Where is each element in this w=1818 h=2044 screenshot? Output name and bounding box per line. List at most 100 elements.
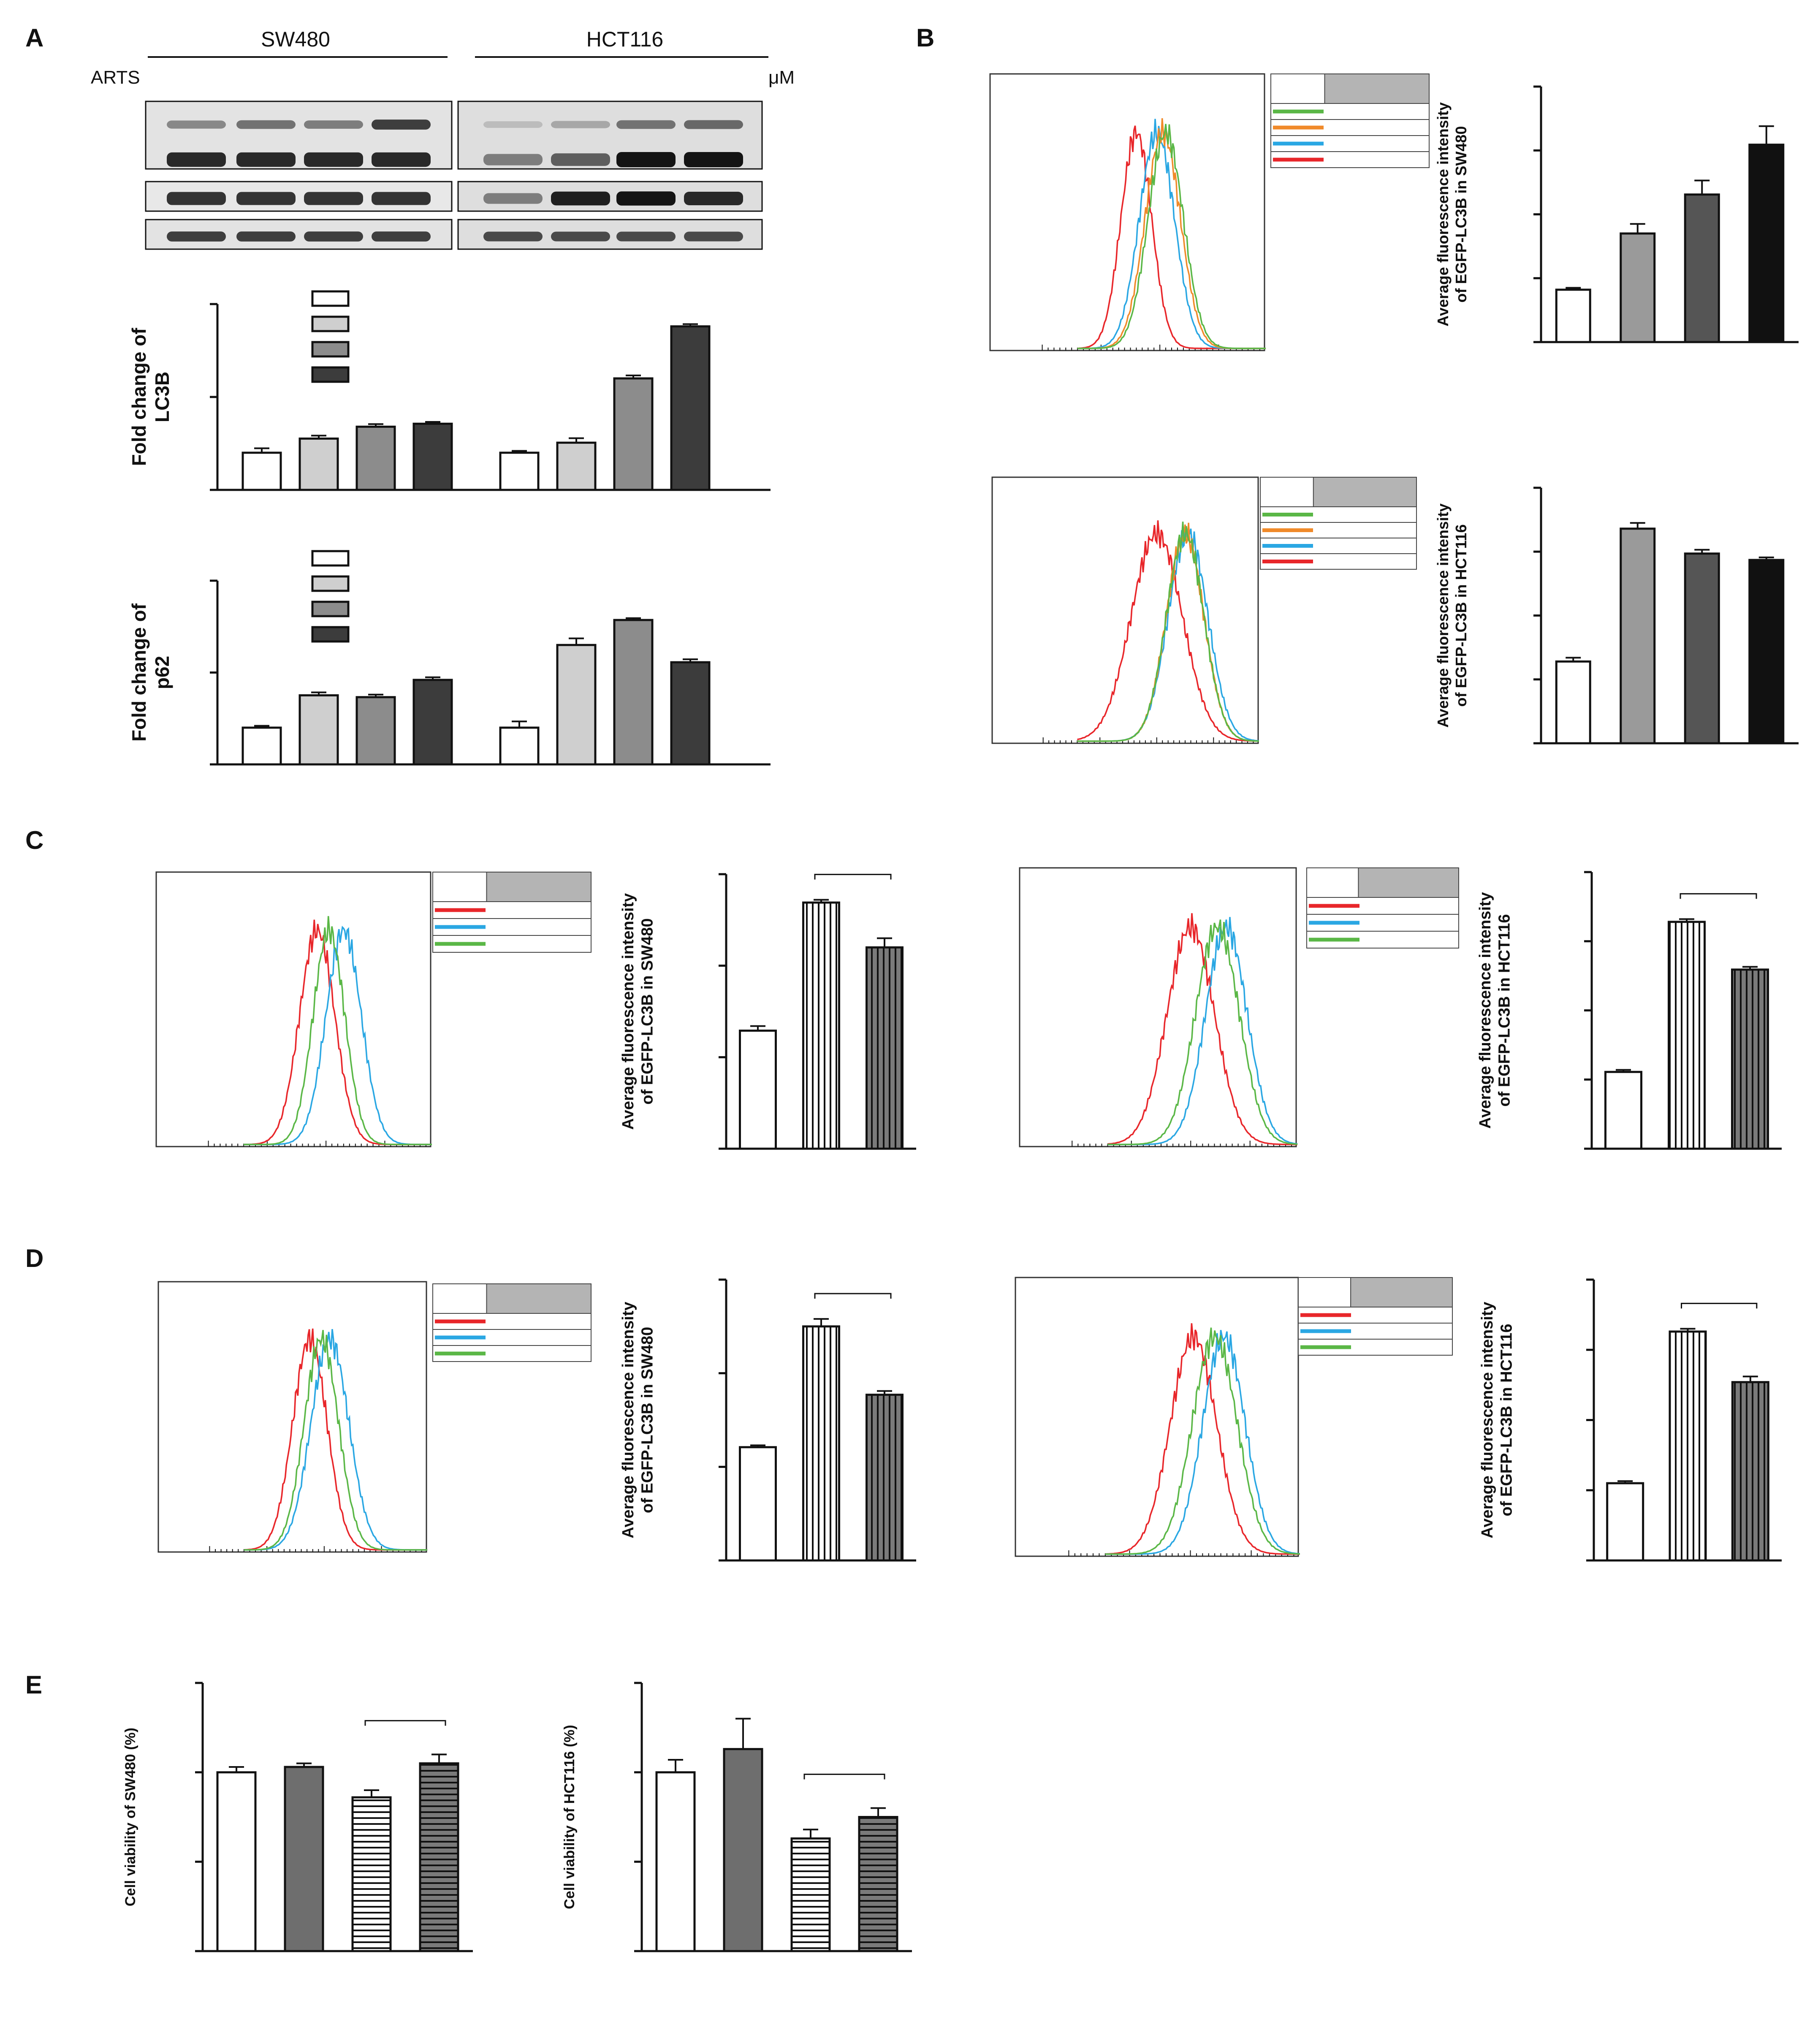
histogram-curve-green [1105, 1327, 1300, 1555]
histogram-frame [1019, 867, 1297, 1147]
chart-C_HCT116_bar: Average fluorescence intensityof EGFP-LC… [1476, 871, 1782, 1150]
blot-band [483, 121, 543, 128]
blot-band [551, 191, 610, 206]
flow-histogram-C_HCT116_hist [1019, 867, 1459, 1147]
blot-band [167, 120, 226, 129]
histogram-legend [1298, 1277, 1453, 1356]
histogram-legend [1306, 867, 1459, 949]
comparison-bracket [814, 1293, 892, 1299]
chart-D_HCT116_bar: Average fluorescence intensityof EGFP-LC… [1479, 1278, 1782, 1562]
y-axis-label-line: Average fluorescence intensity [619, 893, 637, 1130]
chart-E_SW480: Cell viability of SW480 (%) [122, 1682, 473, 1952]
legend-swatch [311, 315, 350, 332]
legend-header-cell [1350, 1277, 1453, 1307]
blot-band [236, 231, 296, 242]
y-axis-label-line2: LC3B [151, 372, 173, 422]
blot-band [483, 154, 543, 166]
histogram-curve-green [244, 916, 432, 1145]
bar [613, 619, 654, 766]
chart-D_SW480_bar: Average fluorescence intensityof EGFP-LC… [619, 1278, 916, 1562]
histogram-curve-green [244, 1330, 428, 1551]
bar [670, 325, 711, 491]
y-axis-label: Average fluorescence intensityof EGFP-LC… [1476, 892, 1514, 1128]
bar [419, 1762, 459, 1952]
bar [1604, 1071, 1642, 1150]
legend-swatch [311, 550, 350, 567]
bar [1731, 968, 1769, 1150]
blot-dose-unit: μM [768, 67, 795, 88]
blot-band [167, 192, 226, 205]
panel-letter-a: A [25, 24, 43, 52]
blot-band [616, 152, 676, 167]
bar [802, 1325, 840, 1562]
histogram-curve-red [1077, 520, 1259, 742]
y-axis-label-line: of EGFP-LC3B in HCT116 [1452, 524, 1470, 707]
blot-band [304, 192, 363, 205]
blot-band [684, 192, 743, 205]
comparison-bracket [1680, 893, 1757, 899]
blot-band [236, 120, 296, 129]
blot-band [167, 152, 226, 167]
blot-band [167, 231, 226, 242]
bar [802, 901, 840, 1150]
bar [1620, 527, 1656, 745]
comparison-bracket [803, 1773, 885, 1780]
flow-histogram-D_HCT116_hist [1015, 1277, 1453, 1557]
y-axis-label-line: of EGFP-LC3B in HCT116 [1496, 914, 1514, 1106]
y-axis-label: Cell viability of HCT116 (%) [562, 1725, 578, 1909]
y-axis-label-line: Cell viability of HCT116 (%) [562, 1725, 578, 1909]
blot-band [551, 231, 610, 242]
blot-band [372, 192, 431, 205]
histogram-frame [991, 476, 1259, 744]
comparison-bracket [1681, 1302, 1758, 1309]
chart-B_HCT116_bar: Average fluorescence intensityof EGFP-LC… [1434, 487, 1799, 745]
bar [241, 726, 282, 766]
panel-letters: A B C D E [25, 24, 934, 1699]
bar [1684, 193, 1720, 343]
bar [1668, 921, 1706, 1150]
bar [298, 694, 339, 766]
histogram-curve-red [1105, 1323, 1300, 1555]
blot-band [616, 191, 676, 206]
histogram-curve-green [1107, 919, 1298, 1145]
bar [739, 1446, 777, 1562]
bar [241, 451, 282, 491]
bar [412, 422, 453, 491]
blot-band [684, 120, 743, 129]
bar [739, 1030, 777, 1150]
histogram-frame [989, 73, 1265, 351]
bar [1748, 559, 1785, 745]
blot-band [483, 231, 543, 242]
y-axis-label: Average fluorescence intensityof EGFP-LC… [1434, 102, 1470, 326]
y-axis-label-line: of EGFP-LC3B in HCT116 [1498, 1324, 1516, 1516]
bar [613, 377, 654, 491]
blot-band [551, 153, 610, 166]
bar [723, 1748, 763, 1952]
blot-band [372, 231, 431, 242]
chart-A_p62: Fold change ofp62 [128, 550, 771, 766]
y-axis-label-line: Average fluorescence intensity [619, 1302, 637, 1538]
histogram-legend [1270, 73, 1430, 168]
y-axis-label-line: Average fluorescence intensity [1434, 102, 1452, 326]
y-axis-label: Average fluorescence intensityof EGFP-LC… [1479, 1302, 1516, 1538]
bar [1555, 660, 1591, 745]
bar [284, 1766, 324, 1952]
y-axis-label-line: of EGFP-LC3B in SW480 [1452, 126, 1470, 302]
panel-letter-d: D [25, 1244, 43, 1272]
bar [556, 644, 597, 766]
bar [858, 1816, 898, 1952]
bar [1684, 552, 1720, 745]
legend-header-cell [1313, 477, 1417, 507]
comparison-bracket [364, 1720, 446, 1726]
blot-band [304, 231, 363, 242]
y-axis-label-line: Average fluorescence intensity [1434, 503, 1452, 728]
blot-cellline-sw480: SW480 [261, 27, 330, 51]
y-axis-label-line: Cell viability of SW480 (%) [122, 1728, 138, 1906]
western-blot: SW480 HCT116 ARTS μM [91, 27, 795, 250]
bar [655, 1771, 696, 1952]
bar [556, 441, 597, 491]
blot-band [616, 120, 676, 129]
chart-C_SW480_bar: Average fluorescence intensityof EGFP-LC… [619, 873, 916, 1150]
